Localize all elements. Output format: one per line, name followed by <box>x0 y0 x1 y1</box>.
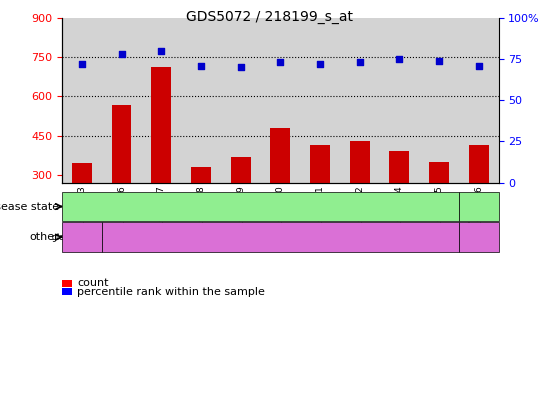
Bar <box>429 162 449 253</box>
Bar <box>271 128 290 253</box>
Bar <box>72 163 92 253</box>
Text: prostate cancer: prostate cancer <box>217 202 304 211</box>
Point <box>355 59 364 65</box>
Bar <box>151 68 171 253</box>
Text: contro
l: contro l <box>464 197 493 216</box>
Text: GDS5072 / 218199_s_at: GDS5072 / 218199_s_at <box>186 10 353 24</box>
Point <box>78 61 86 67</box>
Bar <box>112 105 132 253</box>
Bar <box>231 156 251 253</box>
Point <box>316 61 324 67</box>
Text: gleason
score
n/a: gleason score n/a <box>464 222 494 252</box>
Bar <box>469 145 489 253</box>
Point <box>276 59 285 65</box>
Point <box>117 51 126 57</box>
Text: count: count <box>77 278 108 288</box>
Bar <box>389 151 409 253</box>
Text: percentile rank within the sample: percentile rank within the sample <box>77 286 265 297</box>
Bar <box>350 141 370 253</box>
Point <box>197 62 205 69</box>
Text: gleason score 9: gleason score 9 <box>237 232 324 242</box>
Point <box>435 57 444 64</box>
Text: disease state: disease state <box>0 202 59 211</box>
Point <box>395 56 404 62</box>
Point <box>474 62 483 69</box>
Bar <box>310 145 330 253</box>
Text: other: other <box>30 232 59 242</box>
Point <box>157 48 165 54</box>
Point <box>236 64 245 70</box>
Text: gleason score 8: gleason score 8 <box>52 233 112 242</box>
Bar <box>191 167 211 253</box>
